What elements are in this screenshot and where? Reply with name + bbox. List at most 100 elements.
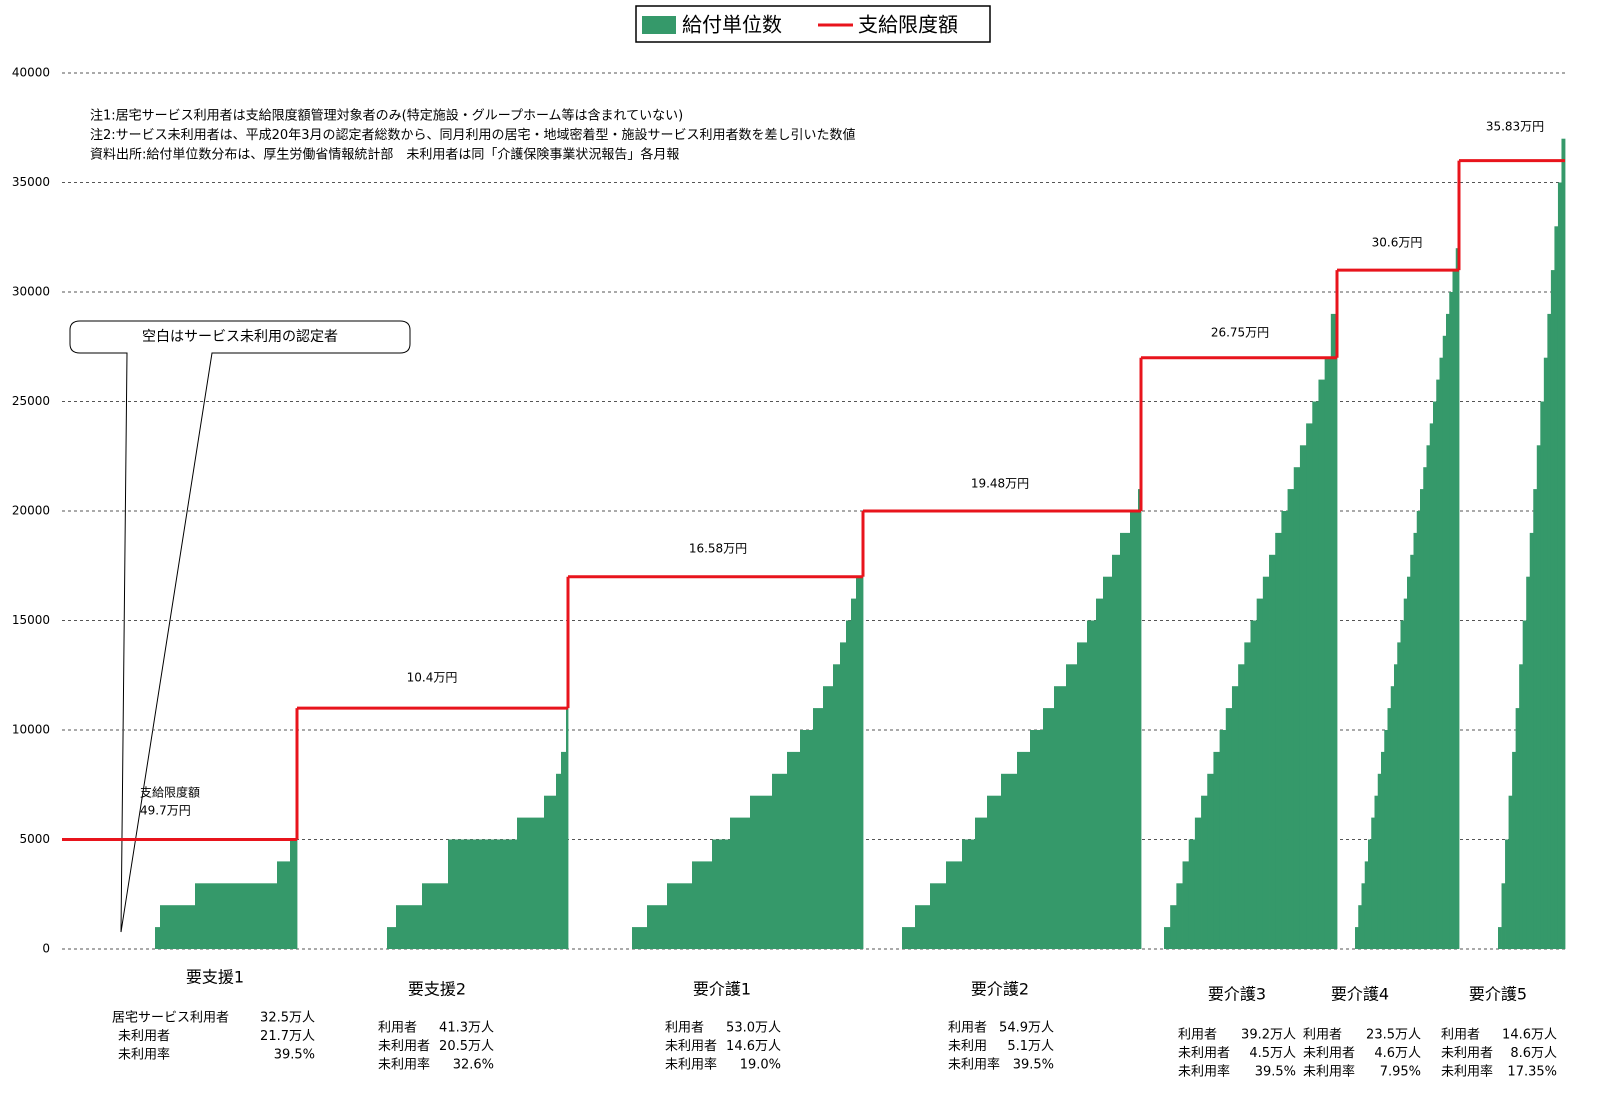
bar [1374,795,1379,949]
stat-value: 39.5% [274,1048,315,1063]
bar [833,664,841,949]
bar [1256,598,1264,949]
bar [1522,620,1527,949]
bar [1397,642,1401,949]
bar [1066,664,1078,949]
bar [823,686,834,949]
bar [1324,357,1332,949]
bar [1001,773,1018,949]
bar [1403,598,1408,949]
bar [396,905,423,949]
bar [856,576,864,949]
stat-label: 未利用率 [948,1057,1000,1073]
bar [851,598,857,949]
bar [1407,576,1411,949]
legend-box [635,5,991,43]
bar [1381,751,1385,949]
bar [632,927,648,949]
bar [1170,905,1177,949]
stat-value: 17.35% [1507,1065,1557,1080]
bar [1287,489,1295,949]
category-label: 要支援1 [186,968,244,987]
bar [647,905,668,949]
bar [1312,401,1319,949]
bar [1164,927,1171,949]
bar [787,751,801,949]
bar [846,620,852,949]
category-label: 要介護4 [1331,985,1389,1004]
stat-value: 5.1万人 [1007,1039,1054,1054]
bar [1293,467,1301,949]
y-tick-label: 10000 [12,723,50,737]
stat-label: 未利用率 [1178,1064,1230,1080]
bar [1433,401,1437,949]
bar [1452,270,1457,950]
bar [1364,861,1369,949]
bar [730,817,751,949]
callout-shape [69,320,411,933]
bar [987,795,1002,949]
stat-value: 8.6万人 [1510,1046,1557,1061]
bar [1442,335,1447,949]
bar [975,817,988,949]
bar [1561,138,1566,949]
bar [160,905,196,949]
bar [712,839,731,949]
bar [448,839,518,949]
y-tick-label: 35000 [12,175,50,189]
stat-label: 居宅サービス利用者 [112,1011,229,1026]
bar [1547,313,1552,949]
bar [1176,883,1183,949]
stat-value: 54.9万人 [999,1021,1054,1036]
note: 注1:居宅サービス利用者は支給限度額管理対象者のみ(特定施設・グループホーム等は… [90,108,683,124]
y-tick-label: 15000 [12,613,50,627]
stat-value: 14.6万人 [1502,1028,1557,1043]
stat-value: 23.5万人 [1366,1028,1421,1043]
stat-label: 未利用率 [1441,1064,1493,1080]
bar [1054,686,1067,949]
bar [1515,708,1520,949]
bar [1130,511,1139,949]
bar [1281,511,1288,949]
bar [1371,817,1375,949]
bar [1112,554,1121,949]
bar [1188,839,1196,949]
bar [1526,576,1531,949]
stat-value: 39.5% [1255,1065,1296,1080]
bar [1429,423,1434,949]
bar [902,927,916,949]
bar [1368,839,1372,949]
bar [1536,445,1541,949]
stat-value: 19.0% [740,1058,781,1073]
bar [290,839,298,949]
bar [962,839,976,949]
bar [1436,379,1440,950]
stat-label: 未利用率 [1303,1064,1355,1080]
bar [930,883,947,949]
bar [1446,313,1450,949]
y-tick-label: 5000 [19,832,50,846]
y-tick-label: 20000 [12,504,50,518]
stat-value: 4.6万人 [1374,1046,1421,1061]
bar [1201,795,1208,949]
bar [772,773,788,949]
stat-label: 未利用 [948,1039,987,1054]
bar [813,708,824,949]
bar [1087,620,1097,949]
limit-label: 16.58万円 [689,542,747,556]
stat-label: 未利用率 [665,1057,717,1073]
bar [667,883,693,949]
bar [1244,642,1251,949]
bar [1455,248,1460,949]
bar [387,927,397,949]
legend-swatch [642,16,676,34]
stat-label: 未利用者 [1303,1046,1355,1061]
y-tick-label: 25000 [12,394,50,408]
bar [1501,883,1506,949]
bar [566,708,569,949]
stat-label: 利用者 [948,1021,987,1036]
bar [1318,379,1326,950]
bar [1439,357,1444,949]
bar [1377,773,1382,949]
